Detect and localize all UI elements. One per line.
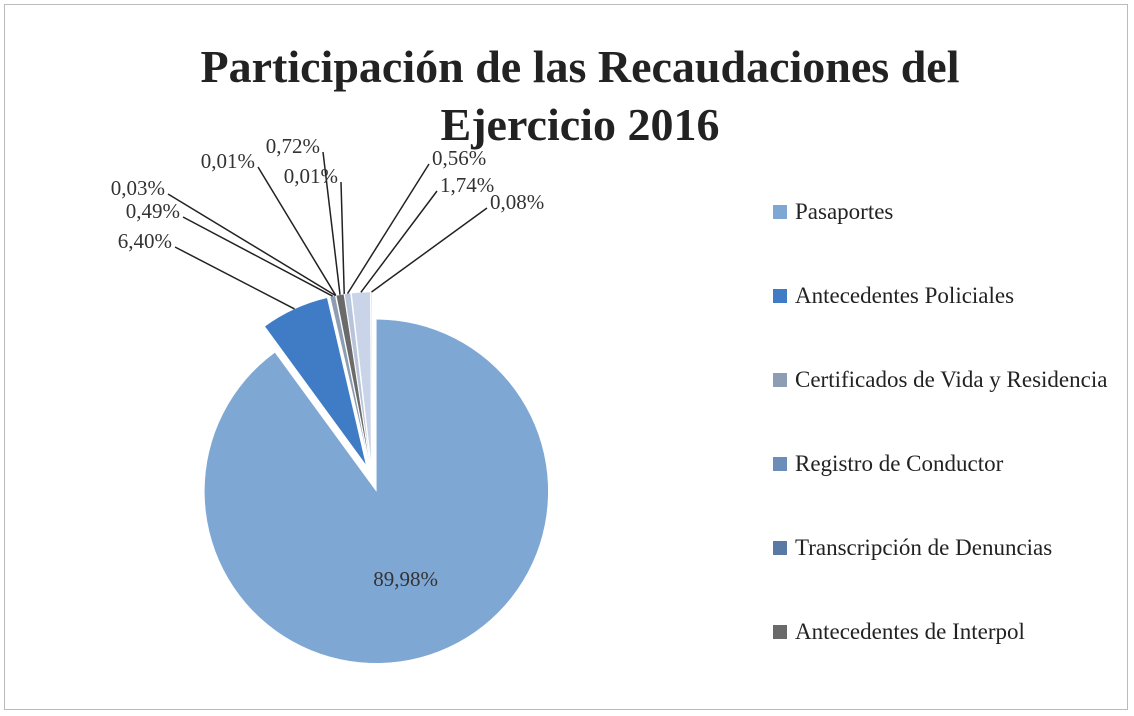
legend-swatch — [773, 373, 787, 387]
data-label: 0,03% — [111, 176, 165, 200]
pie-slice — [264, 297, 367, 466]
data-label: 1,74% — [440, 173, 494, 197]
data-label: 0,08% — [490, 190, 544, 214]
leader-line — [174, 246, 295, 310]
legend-swatch — [773, 289, 787, 303]
leader-line — [322, 151, 341, 295]
legend-label: Antecedentes Policiales — [795, 283, 1015, 308]
legend-swatch — [773, 205, 787, 219]
pie-slice — [204, 319, 549, 664]
legend-item: Certificados de Vida y Residencia — [773, 364, 1123, 448]
leader-line — [360, 190, 438, 293]
legend-label: Transcripción de Denuncias — [795, 535, 1053, 560]
data-label: 6,40% — [118, 229, 172, 253]
data-label: 0,01% — [284, 164, 338, 188]
legend-swatch — [773, 457, 787, 471]
legend-label: Pasaportes — [795, 199, 894, 224]
legend-item: Transcripción de Denuncias — [773, 532, 1123, 616]
pie-slice — [344, 292, 371, 465]
data-label: 0,56% — [432, 146, 486, 170]
legend-item: Antecedentes de Interpol — [773, 616, 1123, 700]
leader-line — [340, 181, 345, 295]
data-label: 0,72% — [266, 134, 320, 158]
leader-line — [371, 207, 488, 293]
leader-line — [257, 166, 337, 296]
leader-line — [182, 216, 333, 297]
chart-title: Participación de las Recaudaciones del E… — [200, 41, 960, 150]
legend-item: Antecedentes Policiales — [773, 280, 1123, 364]
data-label: 89,98% — [373, 567, 438, 591]
leader-line — [346, 163, 430, 295]
data-label: 0,49% — [126, 199, 180, 223]
legend-swatch — [773, 625, 787, 639]
legend-item: Registro de Conductor — [773, 448, 1123, 532]
chart-frame — [4, 4, 1128, 710]
legend-swatch — [773, 541, 787, 555]
legend-label: Antecedentes de Interpol — [795, 619, 1025, 644]
legend-label: Certificados de Vida y Residencia — [795, 367, 1108, 392]
legend-label: Registro de Conductor — [795, 451, 1004, 476]
leader-line — [167, 193, 336, 297]
data-label: 0,01% — [201, 149, 255, 173]
legend-item: Pasaportes — [773, 196, 1123, 280]
legend: Pasaportes Antecedentes Policiales Certifi… — [773, 196, 1123, 700]
